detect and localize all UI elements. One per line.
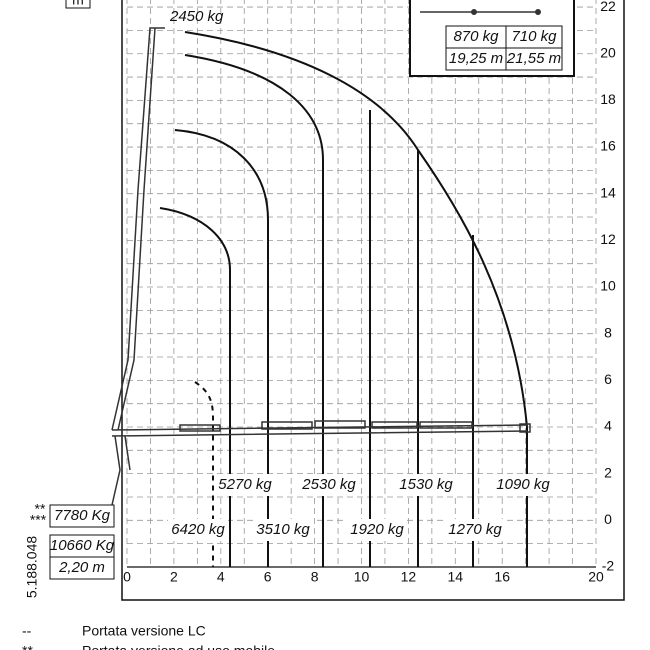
x-tick-label: 2 [170,569,178,585]
inset-load: 870 kg [453,28,499,45]
left-table [49,504,115,580]
table-value: 2,20 m [58,559,105,576]
y-tick-label: 10 [600,278,616,294]
load-label: 1270 kg [448,521,502,538]
y-tick-label: 18 [600,91,616,107]
inset [409,0,575,77]
inset-load: 710 kg [511,28,557,45]
y-tick-label: 14 [600,184,616,200]
x-tick-label: 0 [123,569,131,585]
table-value: 10660 Kg [50,537,115,554]
load-label: 5270 kg [218,476,272,493]
table-value: 7780 Kg [54,507,111,524]
y-tick-label: 20 [600,44,616,60]
y-tick-label: 0 [604,511,612,527]
x-tick-label: 8 [311,569,319,585]
y-tick-label: 8 [604,324,612,340]
load-label: 1920 kg [350,521,404,538]
x-tick-label: 6 [264,569,272,585]
crane [111,27,531,506]
x-tick-label: 12 [401,569,417,585]
inset-reach: 19,25 m [449,50,503,67]
label-bg [168,519,228,541]
y-tick-label: 2 [604,464,612,480]
legend-text: Portata versione LC [82,623,206,639]
legend-text: Portata versione ad uso mobile [82,643,275,650]
y-tick-label: 6 [604,371,612,387]
y-tick-label: -2 [602,558,615,574]
grid [126,0,597,568]
x-tick-label: 20 [588,569,604,585]
frame [121,0,625,601]
x-tick-label: 16 [494,569,510,585]
mark: ** [35,501,46,517]
load-label: 1090 kg [496,476,550,493]
label-bg [396,474,456,496]
load-label: 6420 kg [171,521,225,538]
x-tick-label: 14 [448,569,464,585]
label-bg [493,474,553,496]
load-label: 3510 kg [256,521,310,538]
unit-box [65,0,91,9]
x-tick-label: 4 [217,569,225,585]
curves [159,31,528,567]
y-tick-label: 22 [600,0,616,14]
y-tick-label: 12 [600,231,616,247]
label-bg [253,519,313,541]
label-bg [445,519,505,541]
x-tick-label: 10 [354,569,370,585]
load-label: 2530 kg [301,476,356,493]
y-tick-label: 16 [600,138,616,154]
load-label: 2450 kg [169,8,224,25]
label-bg [347,519,407,541]
label-bg [215,474,275,496]
y-tick-label: 4 [604,418,612,434]
load-label: 1530 kg [399,476,453,493]
legend-symbol: ** [22,643,33,650]
label-bg [299,474,359,496]
unit: m [72,0,84,8]
inset-reach: 21,55 m [506,50,561,67]
doc-code: 5.188.048 [24,536,40,598]
mark: *** [30,512,47,528]
legend-symbol: -- [22,623,32,639]
